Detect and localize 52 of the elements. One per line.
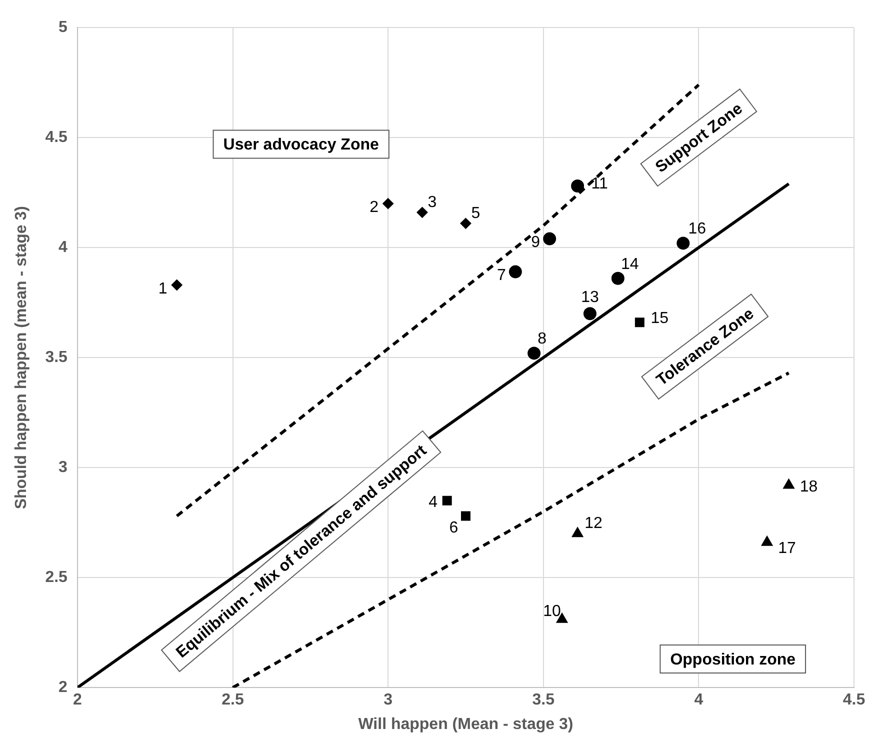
- point: [572, 527, 584, 538]
- point: [676, 236, 690, 250]
- annotation: 11: [591, 175, 608, 192]
- annotation: 2: [370, 199, 379, 216]
- y-tick-label: 4.5: [45, 129, 68, 146]
- point: [382, 198, 394, 210]
- annotation: 7: [496, 267, 506, 284]
- point: [460, 511, 470, 521]
- y-tick-label: 3: [58, 459, 68, 476]
- annotation: User advocacy Zone: [223, 136, 380, 154]
- point: [528, 346, 541, 360]
- point: [611, 272, 624, 285]
- annotation: 1: [158, 280, 168, 298]
- x-tick-label: 3: [384, 692, 393, 709]
- x-tick-label: 4.5: [842, 692, 866, 709]
- annotation: 12: [584, 515, 603, 532]
- annotation: 8: [538, 330, 547, 348]
- x-tick-label: 4: [694, 692, 704, 709]
- point: [460, 218, 472, 229]
- point: [171, 280, 182, 290]
- annotation: 4: [428, 494, 438, 512]
- point: [761, 536, 773, 546]
- point: [543, 232, 556, 246]
- annotation: 5: [471, 204, 480, 222]
- annotation: 3: [428, 194, 437, 211]
- annotation: 10: [543, 602, 562, 620]
- annotation: 14: [621, 256, 639, 273]
- y-tick-label: 3.5: [45, 349, 68, 366]
- point: [571, 180, 584, 192]
- x-tick-label: 2.5: [222, 692, 244, 709]
- annotation: 16: [688, 220, 706, 238]
- annotation: 9: [531, 234, 540, 252]
- point: [634, 318, 644, 328]
- x-axis-title: Will happen (Mean - stage 3): [358, 716, 574, 733]
- annotation: 6: [449, 519, 458, 536]
- x-tick-label: 2: [72, 692, 82, 709]
- y-tick-label: 5: [58, 19, 68, 36]
- annotation: 17: [778, 540, 796, 557]
- y-axis-title: Should happen happen (mean - stage 3): [13, 206, 30, 510]
- annotation: 18: [800, 478, 818, 496]
- point: [783, 478, 794, 489]
- y-tick-label: 2.5: [45, 569, 68, 586]
- point: [508, 265, 522, 278]
- point: [583, 307, 596, 320]
- y-tick-label: 4: [58, 239, 68, 256]
- point: [416, 206, 428, 218]
- y-tick-label: 2: [58, 679, 68, 696]
- x-tick-label: 3.5: [532, 692, 555, 709]
- annotation: Opposition zone: [670, 651, 796, 668]
- annotation: 15: [650, 310, 669, 327]
- point: [442, 496, 452, 506]
- annotation: 13: [581, 289, 599, 306]
